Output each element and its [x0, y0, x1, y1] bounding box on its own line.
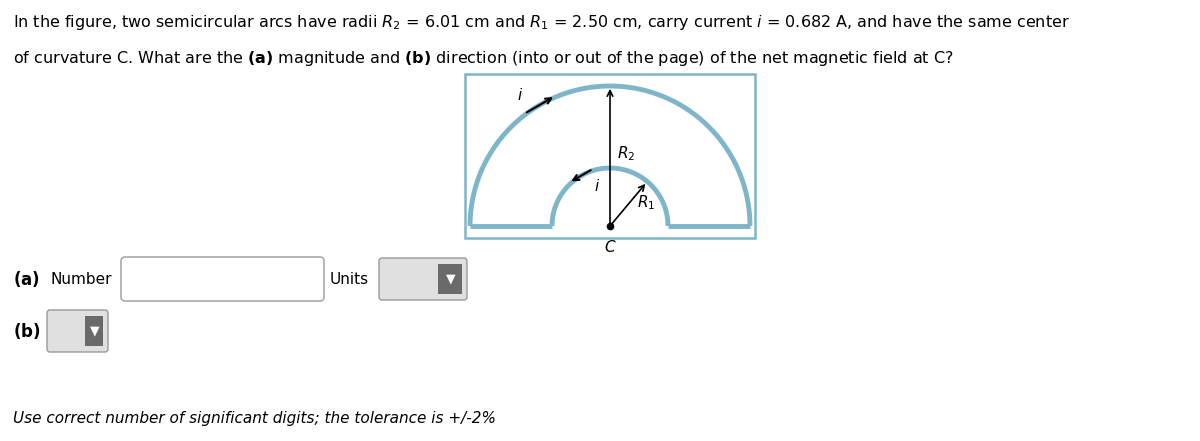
Text: $C$: $C$ — [604, 239, 617, 255]
Text: $R_1$: $R_1$ — [636, 194, 655, 212]
Text: $i$: $i$ — [517, 87, 523, 103]
Text: ▼: ▼ — [446, 273, 456, 285]
Text: Use correct number of significant digits; the tolerance is +/-2%: Use correct number of significant digits… — [13, 411, 496, 426]
Text: Units: Units — [330, 272, 370, 287]
Bar — [85, 316, 103, 346]
FancyBboxPatch shape — [47, 310, 108, 352]
Text: $R_2$: $R_2$ — [617, 144, 635, 163]
Text: In the figure, two semicircular arcs have radii $R_2$ = 6.01 cm and $R_1$ = 2.50: In the figure, two semicircular arcs hav… — [13, 13, 1070, 32]
Text: Number: Number — [50, 272, 112, 287]
FancyBboxPatch shape — [379, 258, 467, 300]
FancyBboxPatch shape — [121, 257, 324, 301]
Bar — [438, 264, 462, 294]
Bar — [464, 74, 755, 238]
Text: of curvature C. What are the $\mathbf{(a)}$ magnitude and $\mathbf{(b)}$ directi: of curvature C. What are the $\mathbf{(a… — [13, 49, 954, 68]
Text: $\mathbf{(b)}$: $\mathbf{(b)}$ — [13, 321, 41, 341]
Text: $\mathbf{(a)}$: $\mathbf{(a)}$ — [13, 269, 40, 289]
Text: $i$: $i$ — [594, 178, 600, 194]
Text: ▼: ▼ — [90, 325, 100, 337]
